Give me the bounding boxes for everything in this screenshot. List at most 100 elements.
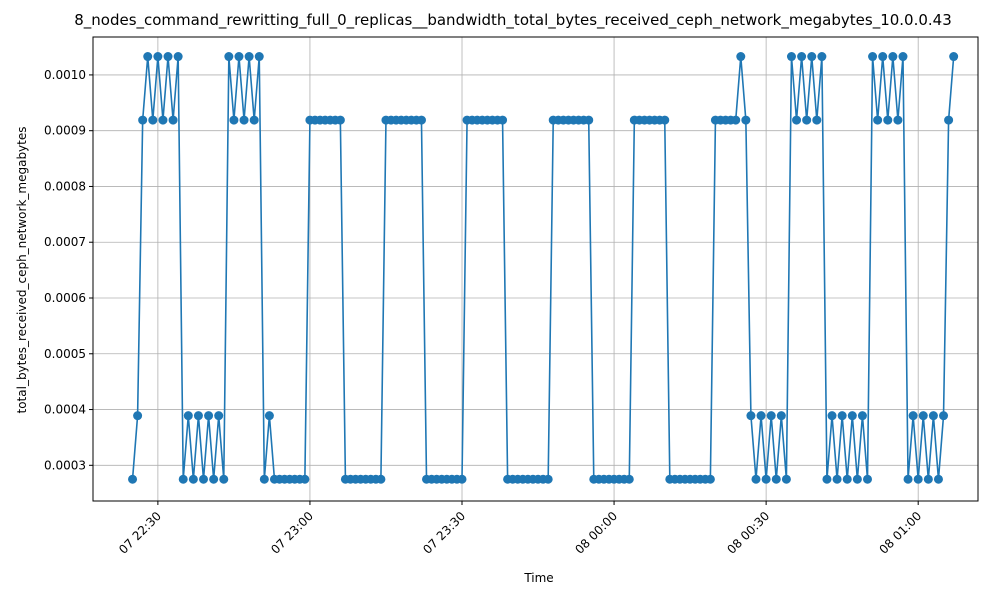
data-point [903, 474, 913, 484]
data-point [259, 474, 269, 484]
y-tick-label: 0.0008 [44, 179, 86, 193]
data-point [736, 52, 746, 62]
data-point [335, 115, 345, 125]
data-point [153, 52, 163, 62]
data-point [376, 474, 386, 484]
data-point [457, 474, 467, 484]
data-point [847, 411, 857, 421]
data-point [883, 115, 893, 125]
data-point [229, 115, 239, 125]
y-tick-label: 0.0010 [44, 68, 86, 82]
data-point [868, 52, 878, 62]
data-point [128, 474, 138, 484]
data-point [138, 115, 148, 125]
data-point [746, 411, 756, 421]
data-point [209, 474, 219, 484]
data-point [219, 474, 229, 484]
data-point [705, 474, 715, 484]
data-point [944, 115, 954, 125]
marker-layer [128, 52, 959, 484]
data-point [888, 52, 898, 62]
data-point [766, 411, 776, 421]
plot-area [93, 37, 978, 501]
data-point [939, 411, 949, 421]
data-point [786, 52, 796, 62]
data-point [827, 411, 837, 421]
y-axis-label: total_bytes_received_ceph_network_megaby… [15, 126, 29, 413]
data-point [797, 52, 807, 62]
data-point [204, 411, 214, 421]
data-point [933, 474, 943, 484]
data-point [239, 115, 249, 125]
data-point [543, 474, 553, 484]
data-point [857, 411, 867, 421]
data-point [923, 474, 933, 484]
data-point [244, 52, 254, 62]
data-point [731, 115, 741, 125]
data-point [234, 52, 244, 62]
data-point [660, 115, 670, 125]
data-point [878, 52, 888, 62]
data-point [300, 474, 310, 484]
data-point [792, 115, 802, 125]
data-point [148, 115, 158, 125]
data-point [183, 411, 193, 421]
data-point [168, 115, 178, 125]
grid-layer [93, 37, 978, 501]
data-point [832, 474, 842, 484]
data-point [781, 474, 791, 484]
data-point [817, 52, 827, 62]
data-point [913, 474, 923, 484]
data-point [158, 115, 168, 125]
data-point [173, 52, 183, 62]
y-tick-label: 0.0003 [44, 458, 86, 472]
data-point [178, 474, 188, 484]
data-point [498, 115, 508, 125]
data-point [776, 411, 786, 421]
data-point [264, 411, 274, 421]
data-point [143, 52, 153, 62]
data-point [133, 411, 143, 421]
data-point [254, 52, 264, 62]
data-point [893, 115, 903, 125]
data-point [771, 474, 781, 484]
data-point [873, 115, 883, 125]
data-point [807, 52, 817, 62]
data-point [842, 474, 852, 484]
data-point [416, 115, 426, 125]
data-point [949, 52, 959, 62]
y-tick-label: 0.0004 [44, 403, 86, 417]
data-point [193, 411, 203, 421]
y-tick-label: 0.0005 [44, 347, 86, 361]
y-tick-label: 0.0009 [44, 124, 86, 138]
data-point [863, 474, 872, 484]
data-point [812, 115, 822, 125]
y-tick-label: 0.0007 [44, 235, 86, 249]
data-point [928, 411, 938, 421]
data-point [163, 52, 173, 62]
data-point [852, 474, 862, 484]
data-point [908, 411, 918, 421]
y-tick-label: 0.0006 [44, 291, 86, 305]
data-point [918, 411, 928, 421]
data-point [188, 474, 198, 484]
data-point [584, 115, 594, 125]
data-point [837, 411, 847, 421]
x-axis-label: Time [523, 571, 553, 585]
data-point [249, 115, 259, 125]
data-point [741, 115, 751, 125]
data-point [822, 474, 832, 484]
data-point [214, 411, 224, 421]
data-point [756, 411, 766, 421]
data-point [624, 474, 634, 484]
plot-frame [92, 36, 979, 502]
data-point [224, 52, 234, 62]
data-point [898, 52, 908, 62]
data-point [751, 474, 761, 484]
chart-title: 8_nodes_command_rewritting_full_0_replic… [74, 11, 952, 30]
y-axis-ticks: 0.0003 0.0004 0.0005 0.0006 0.0007 0.0008 0.00… [44, 68, 93, 472]
data-point [199, 474, 208, 484]
data-point [802, 115, 812, 125]
